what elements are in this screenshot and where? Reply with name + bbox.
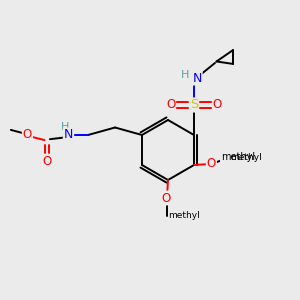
Text: O: O (162, 191, 171, 205)
Text: methyl: methyl (168, 212, 200, 220)
Text: N: N (192, 71, 202, 85)
Text: O: O (213, 98, 222, 112)
Text: H: H (61, 122, 70, 133)
Text: N: N (64, 128, 73, 142)
Text: methyl: methyl (221, 152, 255, 163)
Text: O: O (23, 128, 32, 142)
Text: O: O (166, 98, 175, 112)
Text: methyl: methyl (230, 153, 262, 162)
Text: S: S (190, 98, 198, 112)
Text: H: H (181, 70, 189, 80)
Text: O: O (42, 154, 52, 168)
Text: O: O (207, 157, 216, 170)
